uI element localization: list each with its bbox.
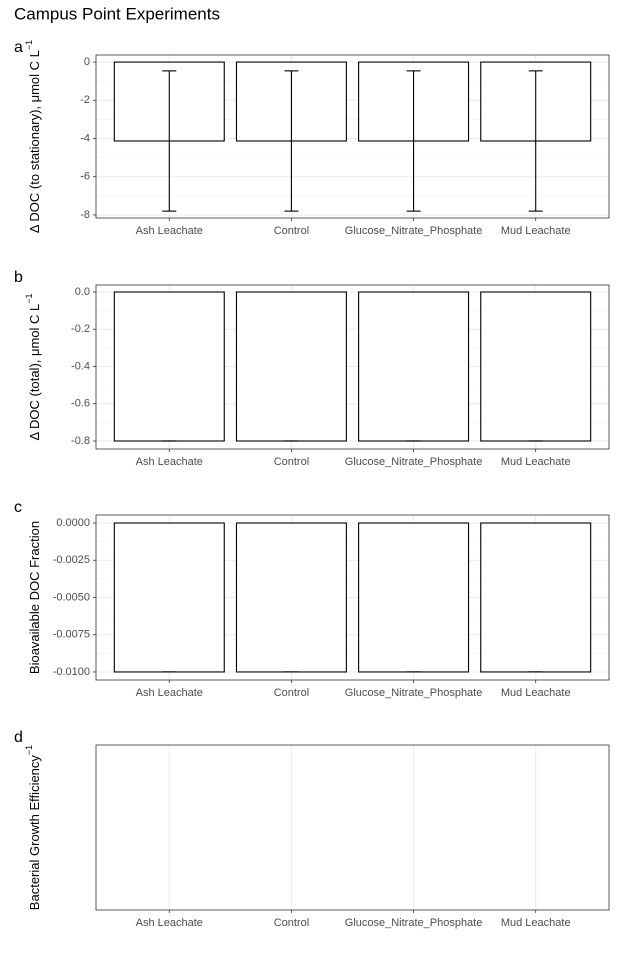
x-tick-label: Ash Leachate <box>136 225 203 237</box>
panel-border <box>95 54 610 219</box>
y-axis-label-superscript: −1 <box>24 293 34 303</box>
y-axis-label: Bacterial Growth Efficiency−1 <box>24 745 42 910</box>
y-tick-label: 0.0 <box>75 286 90 298</box>
bar <box>113 291 225 442</box>
y-axis-label: Bioavailable DOC Fraction <box>27 521 42 674</box>
bar <box>480 291 592 442</box>
bar <box>358 291 470 442</box>
bar <box>358 522 470 673</box>
y-axis-label-superscript: −1 <box>24 745 34 755</box>
x-tick-label: Ash Leachate <box>136 917 203 929</box>
bar <box>235 291 347 442</box>
y-tick-label: -6 <box>80 171 90 183</box>
panel-border <box>95 744 610 911</box>
x-tick-label: Control <box>274 917 309 929</box>
y-axis-label-superscript: −1 <box>24 40 34 50</box>
x-tick-label: Glucose_Nitrate_Phosphate <box>345 917 483 929</box>
y-tick-label: -4 <box>80 132 90 144</box>
y-tick-label: 0.0000 <box>56 517 90 529</box>
x-tick-label: Mud Leachate <box>501 456 571 468</box>
panel-border <box>95 514 610 681</box>
y-tick-label: -0.0025 <box>53 554 90 566</box>
panel-letter: b <box>14 269 23 286</box>
y-axis-label-text: Bacterial Growth Efficiency <box>27 755 42 911</box>
y-tick-label: -0.8 <box>71 435 90 447</box>
y-tick-label: -0.4 <box>71 360 90 372</box>
x-tick-label: Control <box>274 456 309 468</box>
x-tick-label: Glucose_Nitrate_Phosphate <box>345 225 483 237</box>
x-tick-label: Mud Leachate <box>501 687 571 699</box>
y-tick-label: -0.0100 <box>53 666 90 678</box>
x-tick-label: Mud Leachate <box>501 917 571 929</box>
bar <box>480 522 592 673</box>
y-axis-label: Δ DOC (total), μmol C L−1 <box>24 293 42 440</box>
y-tick-label: -0.0050 <box>53 591 90 603</box>
chart-title: Campus Point Experiments <box>14 4 220 23</box>
panel-border <box>95 284 610 450</box>
panel-letter: c <box>14 499 22 516</box>
x-tick-label: Ash Leachate <box>136 687 203 699</box>
panel-letter: d <box>14 729 23 746</box>
y-axis-label: Δ DOC (to stationary), μmol C L−1 <box>24 40 42 233</box>
y-tick-label: -8 <box>80 209 90 221</box>
panel-letter: a <box>14 39 23 56</box>
x-tick-label: Control <box>274 687 309 699</box>
y-tick-label: -0.0075 <box>53 629 90 641</box>
y-tick-label: -2 <box>80 94 90 106</box>
panel-background <box>96 745 609 910</box>
x-tick-label: Ash Leachate <box>136 456 203 468</box>
y-axis-label-text: Bioavailable DOC Fraction <box>27 521 42 674</box>
x-tick-label: Control <box>274 225 309 237</box>
y-tick-label: -0.2 <box>71 323 90 335</box>
bar <box>113 522 225 673</box>
y-tick-label: 0 <box>84 56 90 68</box>
x-tick-label: Mud Leachate <box>501 225 571 237</box>
x-tick-label: Glucose_Nitrate_Phosphate <box>345 456 483 468</box>
bar <box>235 522 347 673</box>
x-tick-label: Glucose_Nitrate_Phosphate <box>345 687 483 699</box>
y-tick-label: -0.6 <box>71 398 90 410</box>
y-axis-label-text: Δ DOC (total), μmol C L <box>27 304 42 441</box>
y-axis-label-text: Δ DOC (to stationary), μmol C L <box>27 50 42 233</box>
